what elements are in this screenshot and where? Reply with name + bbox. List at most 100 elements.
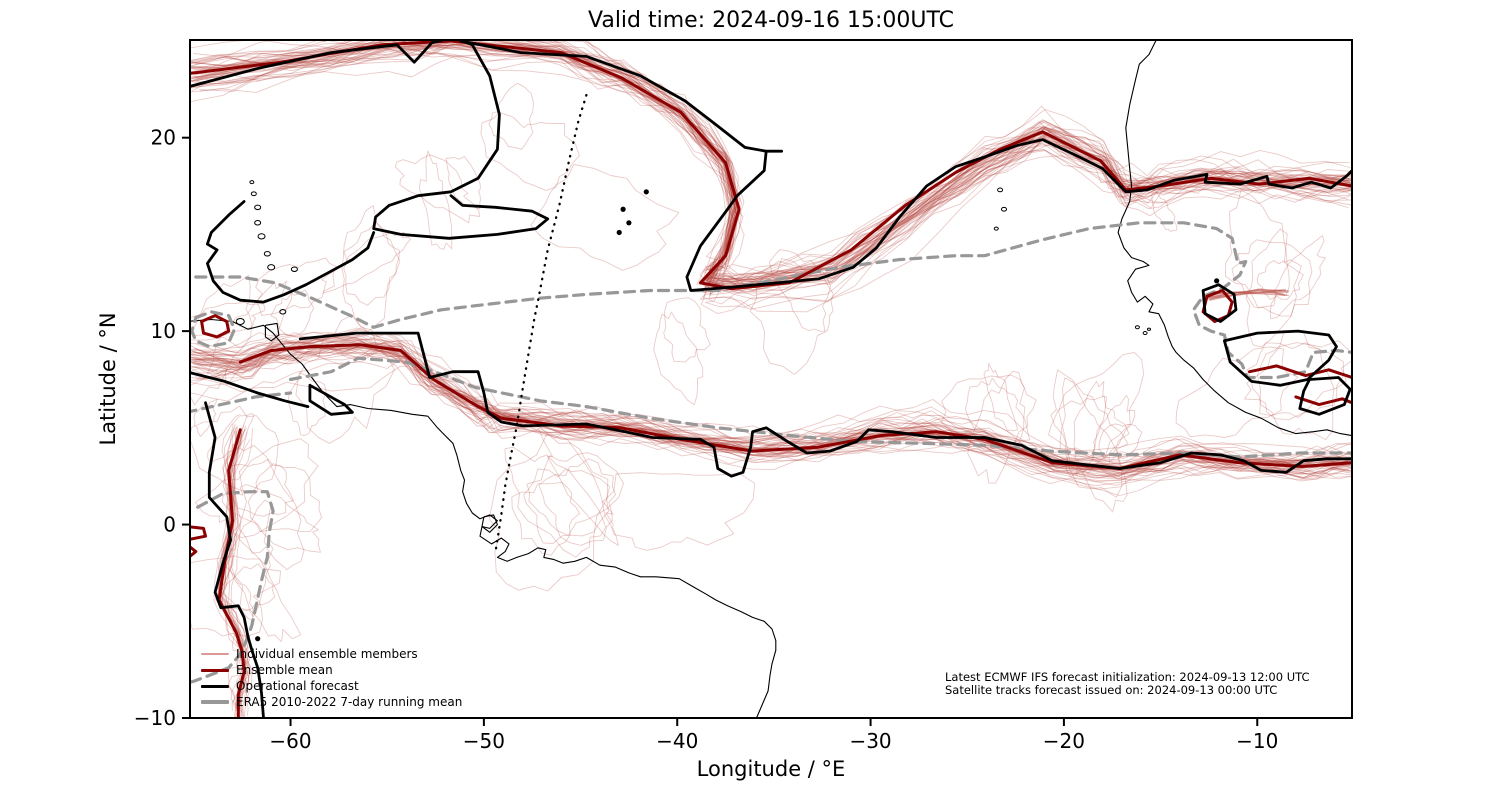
ensemble-member-line (190, 45, 1352, 294)
ensemble-member-line (190, 40, 1352, 288)
ensemble-member-loop (653, 311, 704, 406)
era5-running-mean-line (194, 221, 1352, 380)
ensemble-member-line (196, 340, 1352, 479)
ensemble-member-line (191, 40, 1352, 282)
island-outline (250, 191, 257, 197)
ensemble-member-line (190, 52, 1352, 293)
operational-forecast-line (206, 200, 376, 304)
ensemble-member-loop (488, 82, 534, 150)
ensemble-member-loop (1256, 260, 1304, 300)
ensemble-member-line (194, 347, 1350, 470)
ensemble-member-line (190, 327, 1352, 479)
operational-forecast-line (1298, 376, 1352, 416)
ensemble-member-line (194, 40, 1352, 308)
operational-forecast-dot (626, 220, 632, 226)
x-tick-label: −10 (1236, 729, 1278, 753)
coastline (481, 514, 498, 533)
ensemble-member-loop (190, 301, 266, 337)
island-outline (1134, 325, 1140, 330)
legend-line-swatch (201, 668, 229, 672)
map-layers (190, 40, 1352, 718)
ensemble-member-loop (749, 258, 832, 375)
ensemble-member-line (190, 40, 1349, 291)
ensemble-member-line (191, 40, 1350, 282)
operational-forecast-dot (255, 636, 261, 642)
island-outline (279, 309, 287, 315)
ensemble-member-streak (1209, 288, 1286, 301)
ensemble-member-loop (768, 249, 834, 332)
ensemble-member-loop (341, 205, 401, 332)
island-outline (249, 180, 255, 185)
ensemble-member-loop (967, 370, 1026, 484)
ensemble-member-loop (1151, 191, 1178, 232)
ensemble-member-line (190, 40, 1352, 313)
ensemble-member-line (190, 40, 1350, 288)
ensemble-member-loop (206, 280, 293, 386)
operational-forecast-line (190, 371, 310, 408)
footnote-line-1: Latest ECMWF IFS forecast initialization… (945, 670, 1310, 684)
ensemble-member-loop (1098, 423, 1143, 463)
ensemble-member-line (190, 340, 1352, 474)
x-axis-label: Longitude / °E (696, 757, 846, 781)
plot-title: Valid time: 2024-09-16 15:00UTC (588, 8, 954, 33)
ensemble-member-streak (1205, 289, 1286, 299)
legend-entry-1: Ensemble mean (201, 662, 462, 678)
legend-entry-label: Ensemble mean (236, 663, 333, 677)
ensemble-mean-line (190, 545, 198, 559)
island-outline (254, 204, 262, 211)
y-tick-label: 20 (151, 126, 176, 150)
legend-entry-2: Operational forecast (201, 678, 462, 694)
ensemble-member-line (191, 55, 1352, 281)
y-tick-label: 0 (163, 513, 176, 537)
ensemble-member-loop (530, 164, 680, 271)
ensemble-member-line (190, 40, 1350, 315)
satellite-track-line (494, 93, 588, 553)
ensemble-member-streak (1203, 288, 1290, 299)
ensemble-member-line (190, 45, 1352, 293)
island-outline (290, 266, 298, 272)
ensemble-member-loop (488, 433, 609, 592)
ensemble-member-loop (1245, 228, 1302, 348)
ensemble-member-loop (526, 452, 624, 536)
ensemble-member-line (190, 339, 1352, 477)
ensemble-member-line (193, 347, 1352, 476)
ensemble-member-line (221, 415, 250, 718)
ensemble-member-loop (1062, 377, 1128, 513)
ensemble-member-streak (1207, 289, 1287, 300)
ensemble-member-line (220, 439, 251, 717)
ensemble-member-line (215, 447, 244, 712)
ensemble-member-line (190, 40, 1352, 281)
ensemble-member-line (190, 40, 1352, 296)
ensemble-member-loop (1175, 346, 1299, 438)
ensemble-member-line (194, 40, 1351, 283)
ensemble-member-loop (418, 150, 453, 250)
ensemble-member-line (190, 340, 1352, 475)
ensemble-member-line (192, 339, 1352, 490)
ensemble-member-loop (663, 297, 711, 363)
x-tick-label: −60 (269, 729, 311, 753)
ensemble-member-loop (270, 289, 315, 337)
ensemble-member-line (190, 41, 1352, 288)
ensemble-member-line (190, 346, 1352, 469)
ensemble-member-loop (504, 446, 607, 558)
x-tick-label: −40 (656, 729, 698, 753)
ensemble-member-line (190, 40, 1350, 293)
ensemble-member-loop (983, 362, 1019, 432)
ensemble-member-loop (523, 468, 610, 544)
ensemble-member-line (195, 333, 1349, 496)
legend-entry-label: Individual ensemble members (236, 647, 418, 661)
ensemble-member-loop (1073, 380, 1107, 476)
ensemble-member-line (193, 40, 1352, 292)
ensemble-mean-line (1248, 364, 1352, 379)
ensemble-member-line (190, 345, 1352, 467)
island-outline (997, 187, 1004, 193)
ensemble-member-line (192, 40, 1352, 285)
ensemble-member-loop (536, 423, 619, 546)
ensemble-member-line (190, 352, 1352, 479)
operational-forecast-line (308, 383, 354, 416)
ensemble-member-loop (601, 472, 756, 551)
legend: Individual ensemble members Ensemble mean… (201, 646, 462, 710)
ensemble-member-streak (1209, 290, 1283, 301)
ensemble-mean-line (238, 343, 1352, 470)
